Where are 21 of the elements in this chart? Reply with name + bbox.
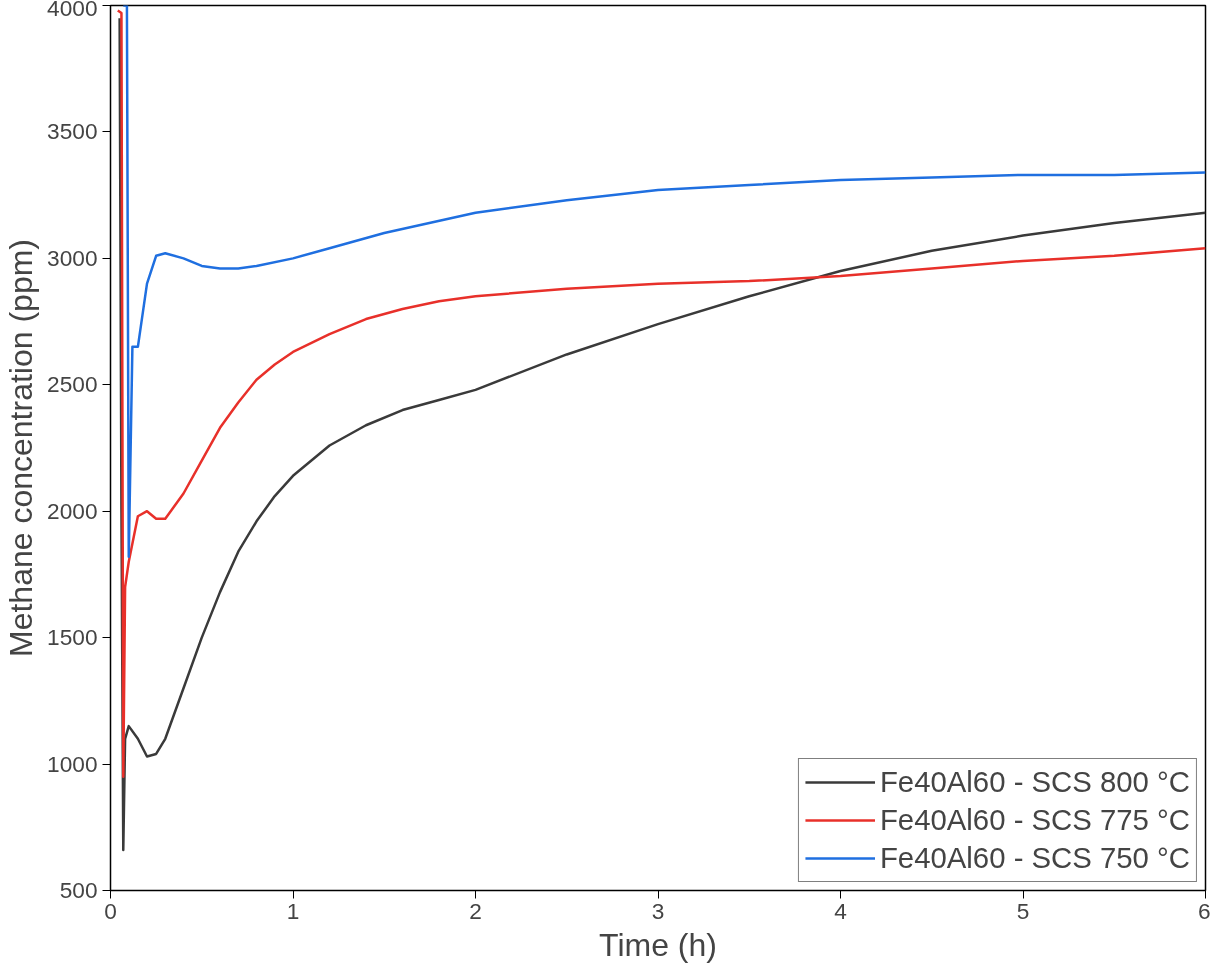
legend-label: Fe40Al60 - SCS 800 °C	[879, 765, 1190, 799]
y-axis-title: Methane concentration (ppm)	[3, 239, 40, 657]
x-tick-label: 2	[469, 897, 482, 924]
x-tick-label: 6	[1197, 897, 1211, 924]
y-tick-label: 3500	[47, 118, 98, 145]
y-tick-label: 2500	[47, 371, 98, 398]
legend-label: Fe40Al60 - SCS 750 °C	[879, 841, 1190, 875]
line-series	[122, 5, 1206, 558]
x-tick-label: 4	[834, 897, 847, 924]
x-tick-label: 3	[651, 897, 665, 924]
x-tick-label: 1	[286, 897, 300, 924]
x-tick-label: 0	[104, 897, 117, 924]
legend-label: Fe40Al60 - SCS 775 °C	[879, 803, 1190, 837]
x-axis-title: Time (h)	[599, 926, 717, 963]
x-tick-label: 5	[1016, 897, 1030, 924]
y-tick-label: 3000	[47, 244, 98, 271]
y-tick-label: 2000	[47, 497, 98, 524]
y-tick-label: 500	[59, 877, 98, 903]
y-tick-label: 4000	[47, 0, 98, 21]
y-tick-label: 1000	[47, 750, 98, 777]
y-tick-label: 1500	[47, 624, 98, 651]
